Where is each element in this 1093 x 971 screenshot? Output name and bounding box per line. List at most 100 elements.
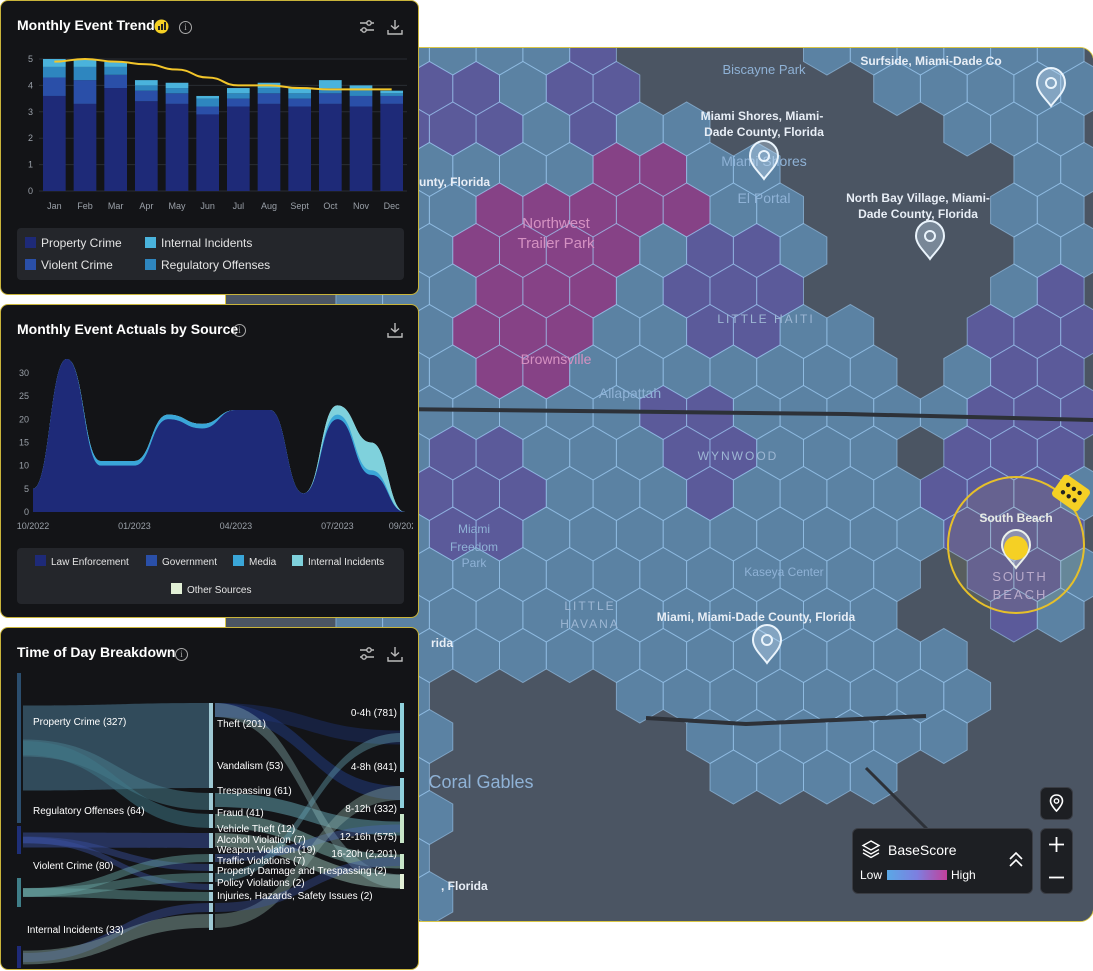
legend-item-violent-crime[interactable]: Violent Crime [25,258,113,272]
sankey-link[interactable] [23,914,211,965]
download-icon[interactable] [386,645,404,663]
bar-segment[interactable] [134,101,158,191]
basescore-legend[interactable]: BaseScore Low High [852,828,1033,894]
legend-item-media[interactable]: Media [233,555,276,568]
bar-segment[interactable] [42,59,66,67]
bar-segment[interactable] [380,103,404,191]
chevron-double-up-icon[interactable] [1008,851,1024,869]
bar-segment[interactable] [349,85,373,91]
sankey-link[interactable] [23,903,211,962]
sankey-node[interactable] [209,892,213,901]
bar-segment[interactable] [318,93,342,104]
legend-item-law-enforcement[interactable]: Law Enforcement [35,555,129,568]
legend-item-internal-incidents[interactable]: Internal Incidents [145,236,252,250]
sankey-link[interactable] [215,703,402,800]
trend-chart[interactable]: 0 1 2 3 4 5 Jan Feb Mar Apr May Jun Jul Aug Sept Oct Nov… [17,51,412,216]
zoom-out-button[interactable] [1041,862,1072,893]
map-pins[interactable] [748,66,1067,665]
info-icon[interactable]: i [175,648,188,661]
bar-segment[interactable] [196,98,220,107]
bar-segment[interactable] [226,88,250,94]
sankey-link[interactable] [215,814,402,869]
bar-segment[interactable] [288,93,312,99]
area-series[interactable] [33,359,405,512]
zoom-in-button[interactable] [1041,829,1072,860]
bar-segment[interactable] [288,106,312,191]
sankey-link[interactable] [215,833,402,889]
bar-segment[interactable] [288,98,312,107]
selected-location-dot[interactable] [1004,536,1028,560]
bar-segment[interactable] [104,74,128,89]
sankey-node[interactable] [209,703,213,788]
sankey-link[interactable] [215,786,402,928]
info-icon[interactable]: i [179,21,192,34]
legend-item-other-sources[interactable]: Other Sources [171,583,251,596]
filter-sliders-icon[interactable] [358,18,376,36]
sankey-node[interactable] [400,778,404,808]
bar-segment[interactable] [196,95,220,99]
sankey-chart[interactable]: Property Crime (327) Regulatory Offenses … [1,668,418,968]
bar-segment[interactable] [349,90,373,96]
sankey-node[interactable] [209,833,213,848]
legend-item-property-crime[interactable]: Property Crime [25,236,122,250]
sankey-node[interactable] [17,826,21,854]
bar-segment[interactable] [257,88,281,94]
bar-segment[interactable] [73,66,97,81]
sankey-node[interactable] [209,854,213,862]
legend-item-internal-incidents[interactable]: Internal Incidents [292,555,384,568]
sankey-node[interactable] [209,864,213,871]
bar-segment[interactable] [196,106,220,115]
bar-segment[interactable] [380,90,404,94]
bar-segment[interactable] [73,80,97,104]
bar-segment[interactable] [349,95,373,107]
download-icon[interactable] [386,321,404,339]
sankey-node[interactable] [17,946,21,968]
bar-segment[interactable] [226,93,250,99]
sankey-node[interactable] [209,814,213,828]
sankey-node[interactable] [400,814,404,843]
actuals-chart[interactable]: 0 5 10 15 20 25 30 10/2022 01/2023 04/2023 07/2023… [13,353,413,538]
sankey-link[interactable] [23,703,211,791]
sankey-link[interactable] [23,888,211,901]
bar-segment[interactable] [196,114,220,191]
sankey-node[interactable] [400,874,404,889]
bar-segment[interactable] [165,88,189,94]
sankey-link[interactable] [23,741,211,828]
info-icon[interactable]: i [233,324,246,337]
sankey-link[interactable] [23,836,211,872]
bar-segment[interactable] [288,88,312,94]
sankey-link[interactable] [215,733,402,882]
sankey-link[interactable] [215,824,402,863]
bar-segment[interactable] [104,61,128,67]
bar-segment[interactable] [226,106,250,191]
bar-segment[interactable] [165,93,189,104]
trend-line[interactable] [54,57,392,91]
bar-segment[interactable] [73,59,97,67]
bar-segment[interactable] [104,88,128,191]
bar-segment[interactable] [318,103,342,191]
sankey-node[interactable] [209,873,213,882]
bar-segment[interactable] [134,90,158,102]
sankey-node[interactable] [400,854,404,869]
bar-segment[interactable] [257,103,281,191]
bar-segment[interactable] [42,66,66,78]
filter-sliders-icon[interactable] [358,645,376,663]
bar-segment[interactable] [380,95,404,104]
bar-segment[interactable] [380,93,404,96]
dice-icon[interactable] [1050,473,1091,513]
bar-segment[interactable] [318,80,342,89]
bar-segment[interactable] [42,95,66,191]
sankey-link[interactable] [23,837,211,890]
sankey-node[interactable] [209,793,213,810]
bar-segment[interactable] [318,88,342,94]
legend-item-regulatory-offenses[interactable]: Regulatory Offenses [145,258,270,272]
bar-segment[interactable] [104,66,128,75]
sankey-node[interactable] [17,673,21,823]
sankey-link[interactable] [215,793,402,836]
bar-segment[interactable] [165,82,189,89]
legend-item-government[interactable]: Government [146,555,217,568]
bar-segment[interactable] [134,85,158,91]
sankey-node[interactable] [400,703,404,772]
sankey-link[interactable] [23,832,211,849]
bar-segment[interactable] [257,93,281,104]
